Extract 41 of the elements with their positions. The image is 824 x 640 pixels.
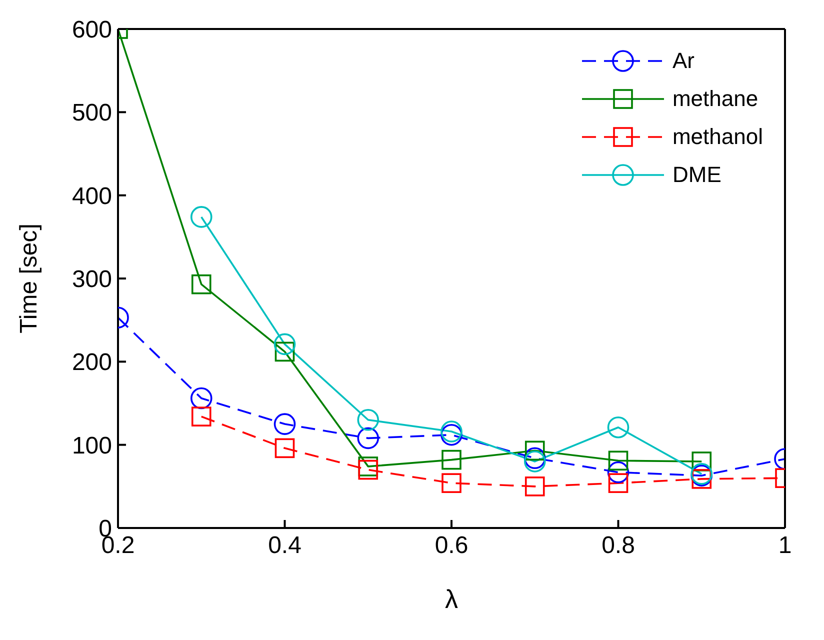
point: [692, 452, 712, 472]
point: [607, 416, 630, 438]
point: [524, 447, 546, 470]
y-tick-label: 100: [72, 432, 112, 460]
y-tick-label: 200: [72, 349, 112, 376]
x-axis-title: λ: [445, 584, 458, 614]
point: [440, 424, 462, 446]
point: [524, 476, 545, 496]
x-tick-label: 0.4: [268, 532, 302, 560]
point: [440, 420, 462, 442]
legend-label: DME: [672, 162, 722, 188]
point: [524, 440, 545, 461]
point: [274, 438, 295, 458]
point: [190, 206, 212, 228]
point: [274, 413, 296, 435]
point: [442, 473, 462, 493]
point: [608, 450, 628, 471]
point: [358, 460, 378, 480]
legend-label: Ar: [672, 48, 694, 74]
x-tick-label: 1: [778, 532, 792, 560]
y-axis-title: Time [sec]: [16, 224, 43, 334]
point: [274, 342, 295, 362]
point: [442, 450, 462, 470]
point: [607, 461, 630, 484]
legend-label: methane: [672, 86, 758, 112]
point: [274, 333, 296, 356]
point: [357, 408, 380, 431]
y-tick-label: 400: [72, 182, 112, 210]
point: [608, 473, 628, 493]
point: [692, 469, 712, 489]
x-tick-label: 0.8: [602, 532, 635, 560]
legend-label: methanol: [672, 124, 763, 150]
point: [191, 274, 212, 294]
point: [524, 450, 546, 472]
point: [357, 427, 380, 450]
y-tick-label: 500: [72, 100, 112, 127]
y-tick-label: 300: [72, 266, 112, 294]
y-tick-label: 600: [72, 16, 112, 44]
x-tick-label: 0.6: [434, 532, 468, 560]
point: [190, 387, 212, 410]
point: [191, 406, 212, 426]
